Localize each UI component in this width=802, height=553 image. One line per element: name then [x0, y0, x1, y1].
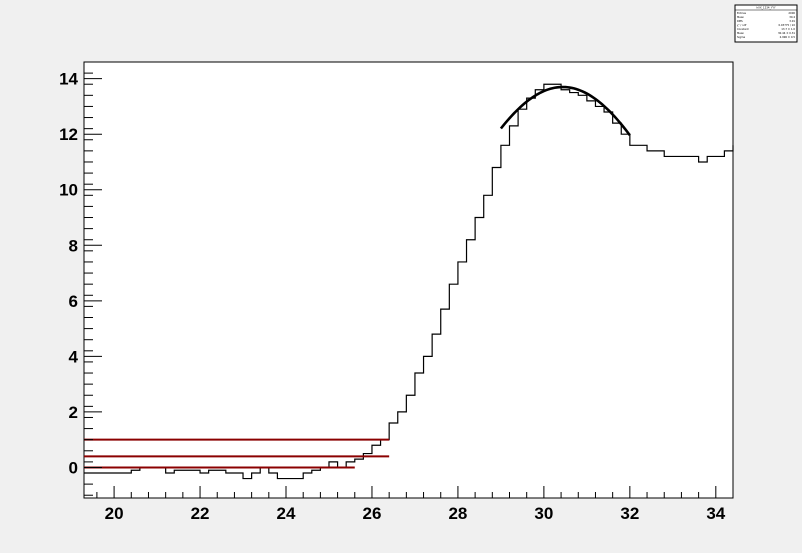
x-tick-label: 34 [706, 504, 725, 523]
x-tick-label: 24 [277, 504, 296, 523]
y-tick-label: 8 [69, 236, 78, 255]
y-tick-label: 10 [59, 181, 78, 200]
stats-title: hXX_1234_YYY [756, 6, 776, 10]
histogram-series [84, 83, 734, 480]
plot-frame [83, 61, 734, 499]
y-tick-label: 0 [69, 458, 78, 477]
stats-row-label: Sigma [737, 35, 746, 39]
x-tick-label: 32 [620, 504, 639, 523]
stats-row-label: Mean [737, 15, 744, 19]
stats-row-label: Entries [737, 11, 747, 15]
stats-row-label: χ² / ndf [737, 23, 746, 27]
x-tick-label: 28 [448, 504, 467, 523]
fit-curve [499, 85, 631, 137]
stats-row-value: 30.44 ± 0.31 [778, 31, 795, 35]
stats-box: hXX_1234_YYY Entries 2000 Mean 30.4 RMS 3.01 χ… [734, 4, 798, 43]
stats-row-value: 0.03775 / 10 [778, 23, 795, 27]
stats-row-value: 3.01 [789, 19, 795, 23]
stats-row-value: 2.996 ± 0.5 [780, 35, 796, 39]
stats-row-value: 13.7 ± 1.0 [781, 27, 795, 31]
stats-row-value: 30.4 [789, 15, 795, 19]
y-tick-label: 12 [59, 125, 78, 144]
stats-row-value: 2000 [788, 11, 795, 15]
y-tick-label: 6 [69, 292, 78, 311]
x-tick-label: 20 [105, 504, 124, 523]
x-tick-label: 26 [363, 504, 382, 523]
y-tick-label: 4 [69, 347, 79, 366]
y-tick-label: 2 [69, 403, 78, 422]
stats-row-label: RMS [737, 19, 743, 23]
x-tick-label: 30 [534, 504, 553, 523]
stats-row-label: Constant [737, 27, 749, 31]
x-tick-label: 22 [191, 504, 210, 523]
y-tick-label: 14 [59, 70, 78, 89]
stats-row-label: Mean [737, 31, 744, 35]
